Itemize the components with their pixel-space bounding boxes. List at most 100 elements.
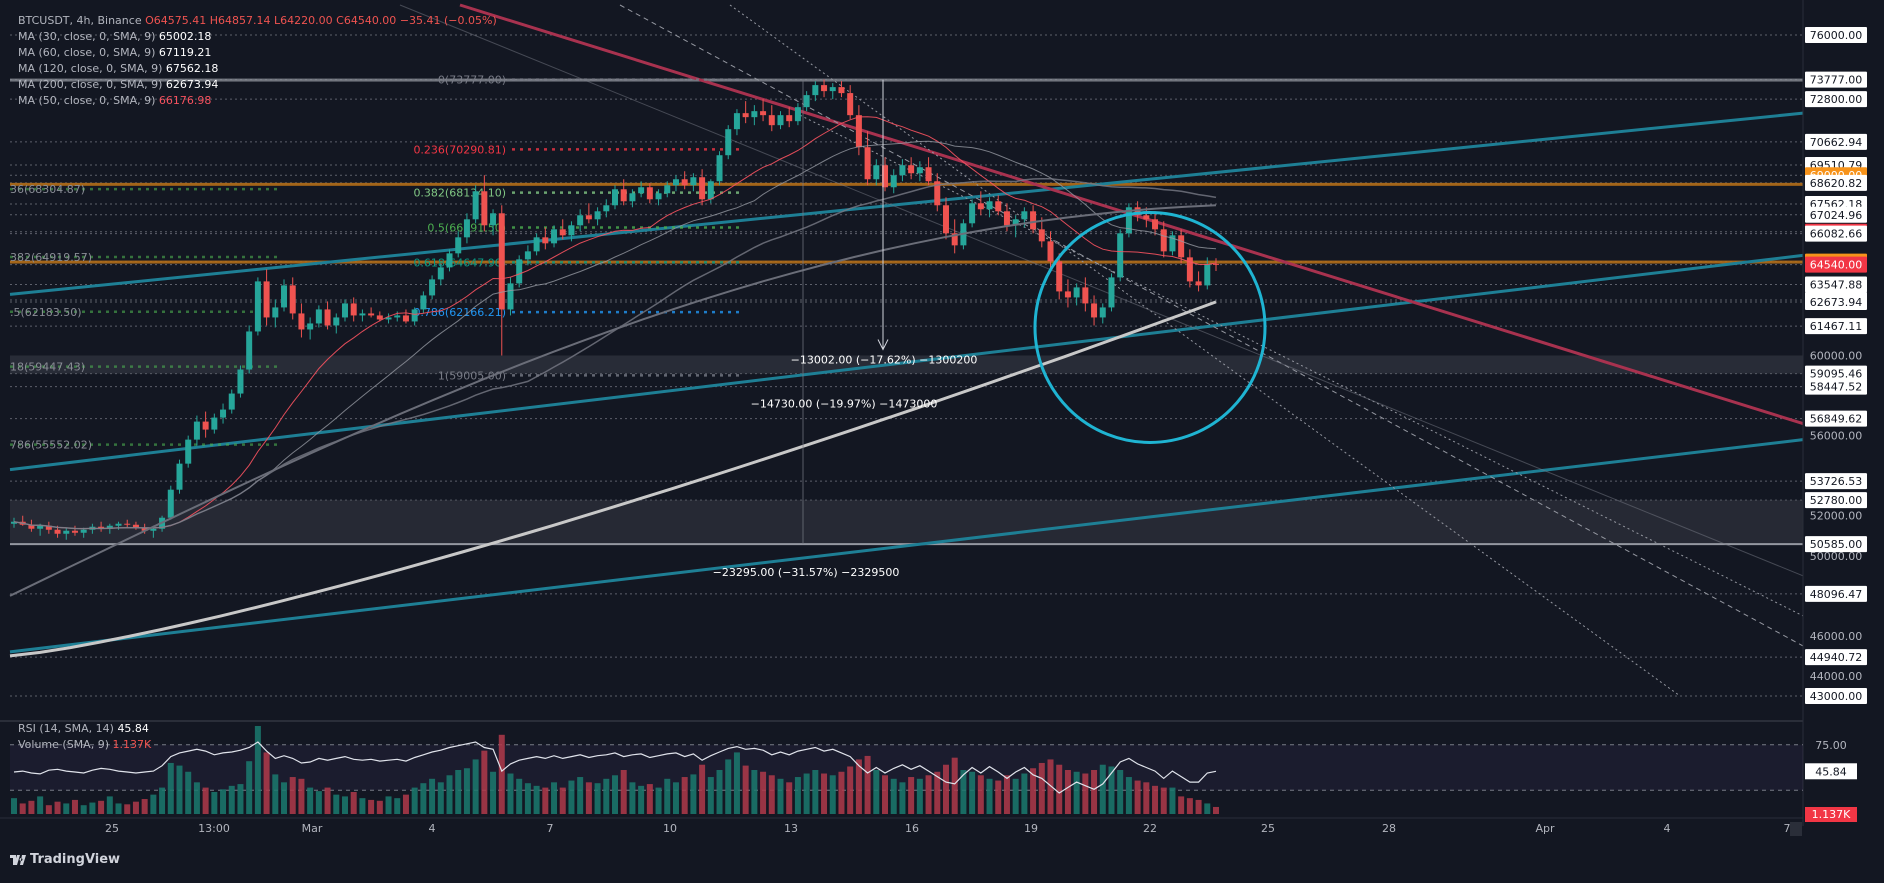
volume-bar [324,787,331,814]
volume-bar [568,780,575,814]
candle-body [794,107,801,122]
candle-body [63,530,70,534]
price-axis-label: 58447.52 [1810,381,1863,394]
volume-bar [1134,780,1141,814]
candle-body [228,393,235,410]
indicator-value: 62673.94 [165,78,219,91]
volume-bar [220,789,227,814]
volume-bar [193,782,200,814]
volume-bar [1152,785,1159,814]
volume-bar [1204,803,1211,814]
volume-bar [1169,787,1176,814]
candle-body [699,177,706,200]
volume-bar [159,787,166,814]
volume-bar [246,761,253,814]
volume-bar [551,782,558,814]
candle-body [986,201,993,210]
candle-body [768,115,775,126]
symbol-legend[interactable]: BTCUSDT, 4h, Binance O64575.41 H64857.14… [18,14,497,28]
indicator-value: 65002.18 [158,30,212,43]
candle-body [1134,207,1141,216]
tradingview-logo[interactable]: TradingView [10,852,120,867]
ma120-line [9,204,1217,597]
fib-left-label: 18(59447.43) [10,361,85,374]
price-axis-label: 50000.00 [1810,550,1863,563]
volume-bar [1064,770,1071,814]
candle-body [402,315,409,322]
candle-body [254,281,261,332]
volume-bar [1143,782,1150,814]
volume-bar [1091,770,1098,814]
price-tag-bg [1805,492,1867,509]
candle-body [899,165,906,176]
rsi-axis-label: 75.00 [1815,739,1847,752]
volume-bar [45,805,52,814]
candle-body [934,181,941,206]
rsi-tag-bg [1805,763,1857,780]
volume-bar [19,803,26,814]
volume-bar [612,775,618,814]
time-axis-end-marker [1790,822,1802,836]
candle-body [437,267,444,280]
volume-bar [768,775,775,814]
candle-body [1003,211,1010,226]
volume-bar [585,782,592,814]
brand-name: TradingView [30,852,121,867]
volume-bar [942,764,949,814]
candle-body [638,187,645,194]
candle-body [385,317,392,320]
price-tag-bg [1805,293,1867,310]
price-axis-label: 67024.96 [1810,209,1863,222]
price-tag-bg [1805,536,1867,553]
volume-bar [1021,773,1028,814]
ma50-line [13,116,1217,530]
rsi-value: 45.84 [117,722,149,735]
indicator-label: MA (30, close, 0, SMA, 9) [18,30,156,43]
volume-bar [925,775,932,814]
indicator-ma30[interactable]: MA (30, close, 0, SMA, 9) 65002.18 [18,30,211,44]
indicator-label: MA (120, close, 0, SMA, 9) [18,62,163,75]
time-axis-label: 4 [429,822,436,835]
volume-bar [716,770,723,814]
fib-left-label: 36(68304.87) [10,183,85,196]
volume-bar [463,768,470,814]
candle-body [681,179,688,186]
candle-body [132,524,139,528]
candle-body [246,331,253,370]
candle-body [368,313,375,316]
price-tag-bg [1805,256,1867,273]
candle-body [882,165,889,188]
volume-bar [899,782,906,814]
indicator-ma120[interactable]: MA (120, close, 0, SMA, 9) 67562.18 [18,62,218,76]
volume-bar [629,782,636,814]
volume-legend[interactable]: Volume (SMA, 9) 1.137K [18,738,151,752]
candle-body [298,313,305,330]
volume-bar [803,773,810,814]
candle-body [603,205,610,212]
candle-body [803,95,810,108]
time-axis-label: 16 [905,822,919,835]
price-axis-label: 70662.94 [1810,136,1863,149]
candle-body [1169,235,1176,252]
highlight-circle [1033,210,1267,444]
price-axis-label: 61467.11 [1810,320,1863,333]
candle-body [1186,257,1193,282]
volume-bar [281,782,288,814]
volume-bar [559,787,566,814]
indicator-ma50[interactable]: MA (50, close, 0, SMA, 9) 66176.98 [18,94,211,108]
indicator-ma60[interactable]: MA (60, close, 0, SMA, 9) 67119.21 [18,46,211,60]
price-axis-label: 64540.00 [1810,259,1863,272]
volume-bar [733,752,740,814]
candle-body [1143,215,1150,220]
candle-body [124,523,131,525]
volume-bar [54,801,61,814]
candle-body [54,529,61,534]
indicator-ma200[interactable]: MA (200, close, 0, SMA, 9) 62673.94 [18,78,218,92]
volume-bar [1012,778,1019,814]
volume-bar [594,783,601,814]
candle-body [1030,211,1037,230]
rsi-legend[interactable]: RSI (14, SMA, 14) 45.84 [18,722,149,736]
measure-arrow-head [877,339,889,351]
